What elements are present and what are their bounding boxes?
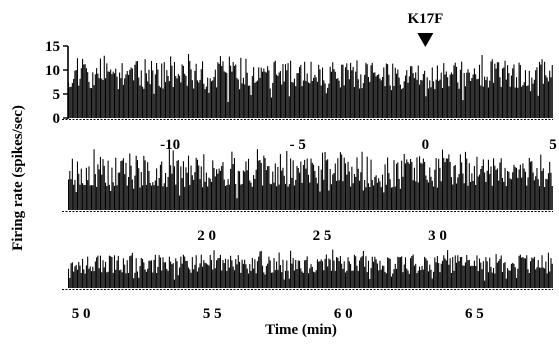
x-tick-label: 0: [422, 137, 430, 153]
spike-histogram-bars: [68, 54, 553, 118]
x-tick-label: -10: [160, 137, 180, 153]
annotation-label: K17F: [407, 11, 443, 27]
trace-panel-3: 5 0 5 5 6 0 6 5: [62, 249, 553, 322]
annotation-arrow: [417, 33, 434, 47]
k17f-annotation: K17F: [407, 11, 443, 47]
y-tick-label: 15: [45, 39, 60, 55]
x-tick-label: 2 5: [313, 228, 332, 244]
x-tick-label: 3 0: [428, 228, 447, 244]
spike-histogram-bars: [68, 249, 553, 288]
y-tick-label: 5: [53, 87, 61, 103]
x-tick-label: 6 0: [334, 306, 353, 322]
y-axis: 15 10 5 0: [45, 39, 69, 127]
x-tick-label: 5: [549, 137, 557, 153]
x-tick-label: - 5: [290, 137, 306, 153]
x-axis-label: Time (min): [265, 322, 337, 338]
x-tick-label: 5 5: [203, 306, 222, 322]
y-tick-label: 0: [53, 111, 61, 127]
y-axis-label: Firing rate (spikes/sec): [10, 105, 26, 251]
trace-panel-1: -10 - 5 0 5: [62, 54, 557, 153]
x-tick-label: 2 0: [197, 228, 216, 244]
trace-panel-2: 2 0 2 5 3 0: [62, 149, 553, 244]
x-tick-label: 6 5: [465, 306, 484, 322]
spike-histogram-bars: [68, 149, 553, 210]
x-tick-label: 5 0: [72, 306, 91, 322]
y-tick-label: 10: [45, 63, 60, 79]
